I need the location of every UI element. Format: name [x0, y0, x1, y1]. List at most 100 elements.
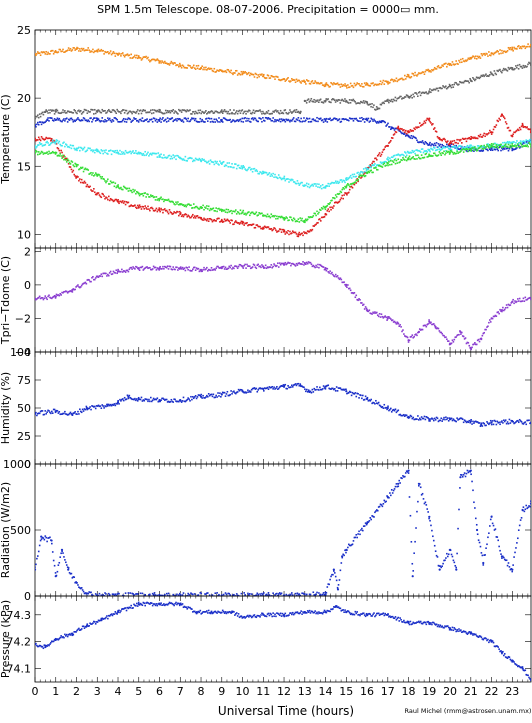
- data-point: [467, 148, 469, 150]
- data-point: [346, 177, 348, 179]
- data-point: [405, 96, 407, 98]
- data-point: [387, 162, 389, 164]
- data-point: [371, 163, 373, 165]
- data-point: [242, 121, 244, 123]
- data-point: [497, 121, 499, 123]
- data-point: [96, 150, 98, 152]
- data-point: [177, 269, 179, 271]
- data-point: [389, 126, 391, 128]
- data-point: [403, 129, 405, 131]
- data-point: [512, 299, 514, 301]
- y-tick-label: 20: [17, 92, 31, 105]
- data-point: [385, 316, 387, 318]
- data-point: [115, 269, 117, 271]
- data-point: [186, 399, 188, 401]
- data-point: [166, 267, 168, 269]
- data-point: [452, 151, 454, 153]
- data-point: [340, 199, 342, 201]
- data-point: [149, 267, 151, 269]
- data-point: [44, 410, 46, 412]
- data-point: [524, 297, 526, 299]
- data-point: [73, 47, 75, 49]
- data-point: [44, 51, 46, 53]
- data-point: [411, 334, 413, 336]
- data-point: [71, 118, 73, 120]
- data-point: [373, 165, 375, 167]
- data-point: [172, 154, 174, 156]
- data-point: [205, 268, 207, 270]
- data-point: [226, 209, 228, 211]
- data-point: [203, 209, 205, 211]
- data-point: [274, 119, 276, 121]
- data-point: [219, 121, 221, 123]
- data-point: [382, 151, 384, 153]
- data-point: [343, 188, 345, 190]
- data-point: [316, 211, 318, 213]
- data-point: [167, 110, 169, 112]
- data-point: [322, 184, 324, 186]
- data-point: [325, 388, 327, 390]
- data-point: [147, 57, 149, 59]
- data-point: [520, 142, 522, 144]
- data-point: [170, 62, 172, 64]
- data-point: [331, 272, 333, 274]
- data-point: [139, 204, 141, 206]
- data-point: [138, 121, 140, 123]
- data-point: [355, 296, 357, 298]
- data-point: [370, 167, 372, 169]
- data-point: [312, 391, 314, 393]
- data-point: [390, 408, 392, 410]
- data-point: [315, 120, 317, 122]
- data-point: [407, 75, 409, 77]
- data-point: [376, 312, 378, 314]
- data-point: [159, 211, 161, 213]
- data-point: [399, 161, 401, 163]
- data-point: [101, 196, 103, 198]
- data-point: [270, 228, 272, 230]
- data-point: [404, 159, 406, 161]
- data-point: [412, 130, 414, 132]
- data-point: [106, 112, 108, 114]
- data-point: [46, 110, 48, 112]
- data-point: [324, 206, 326, 208]
- data-point: [176, 203, 178, 205]
- data-point: [83, 171, 85, 173]
- data-point: [88, 408, 90, 410]
- data-point: [437, 417, 439, 419]
- data-point: [100, 405, 102, 407]
- data-point: [168, 268, 170, 270]
- data-point: [304, 262, 306, 264]
- data-point: [228, 209, 230, 211]
- data-point: [86, 283, 88, 285]
- data-point: [460, 59, 462, 61]
- data-point: [454, 146, 456, 148]
- data-point: [71, 148, 73, 150]
- data-point: [267, 214, 269, 216]
- data-point: [185, 214, 187, 216]
- data-point: [229, 72, 231, 74]
- data-point: [287, 178, 289, 180]
- data-point: [51, 142, 53, 144]
- data-point: [161, 119, 163, 121]
- data-point: [198, 65, 200, 67]
- data-point: [231, 393, 233, 395]
- data-point: [55, 141, 57, 143]
- data-point: [132, 189, 134, 191]
- data-point: [93, 113, 95, 115]
- data-point: [221, 162, 223, 164]
- data-point: [398, 325, 400, 327]
- data-point: [245, 120, 247, 122]
- data-point: [278, 230, 280, 232]
- data-point: [308, 80, 310, 82]
- data-point: [350, 102, 352, 104]
- data-point: [358, 120, 360, 122]
- data-point: [387, 145, 389, 147]
- data-point: [317, 121, 319, 123]
- data-point: [378, 402, 380, 404]
- data-point: [425, 71, 427, 73]
- data-point: [96, 175, 98, 177]
- data-point: [352, 118, 354, 120]
- data-point: [357, 172, 359, 174]
- data-point: [76, 413, 78, 415]
